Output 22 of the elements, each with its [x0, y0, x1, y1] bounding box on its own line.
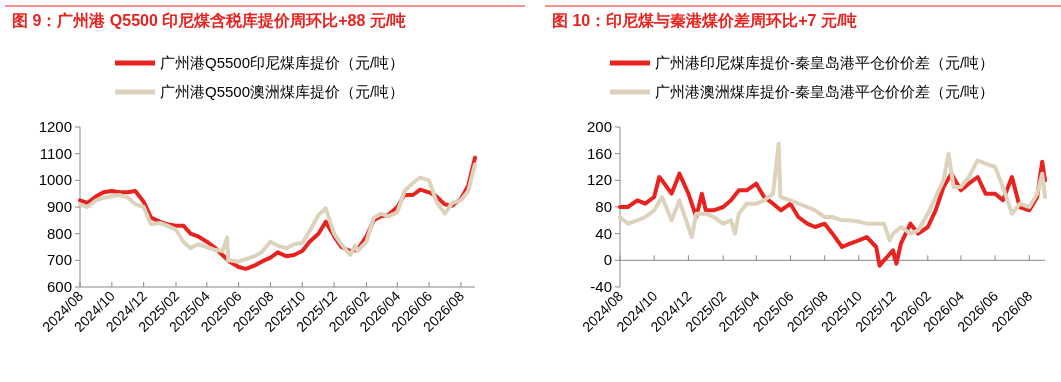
- legend-label: 广州港印尼煤库提价-秦皇岛港平仓价价差（元/吨）: [655, 54, 995, 71]
- y-tick-label: -40: [590, 278, 612, 295]
- y-tick-label: 40: [595, 224, 612, 242]
- legend-label: 广州港Q5500澳洲煤库提价（元/吨）: [160, 83, 405, 100]
- y-tick-label: 700: [46, 251, 72, 269]
- legend-label: 广州港澳洲煤库提价-秦皇岛港平仓价价差（元/吨）: [655, 83, 995, 100]
- y-tick-label: 120: [586, 171, 612, 189]
- line-series: [618, 141, 1047, 243]
- y-tick-label: 200: [586, 118, 612, 135]
- y-tick-label: 800: [46, 224, 72, 242]
- y-tick-label: 1200: [38, 118, 72, 135]
- legend-label: 广州港Q5500印尼煤库提价（元/吨）: [160, 54, 405, 71]
- chart-title: 图 10：印尼煤与秦港煤价差周环比+7 元/吨: [552, 12, 858, 29]
- y-tick-label: 0: [603, 251, 612, 269]
- y-tick-label: 1100: [39, 144, 72, 162]
- y-tick-label: 80: [595, 198, 612, 215]
- y-tick-label: 900: [46, 198, 72, 215]
- line-series: [618, 159, 1047, 268]
- chart-title: 图 9：广州港 Q5500 印尼煤含税库提价周环比+88 元/吨: [12, 12, 407, 29]
- y-tick-label: 160: [586, 144, 612, 162]
- y-tick-label: 1000: [38, 171, 72, 189]
- y-tick-label: 600: [46, 278, 72, 295]
